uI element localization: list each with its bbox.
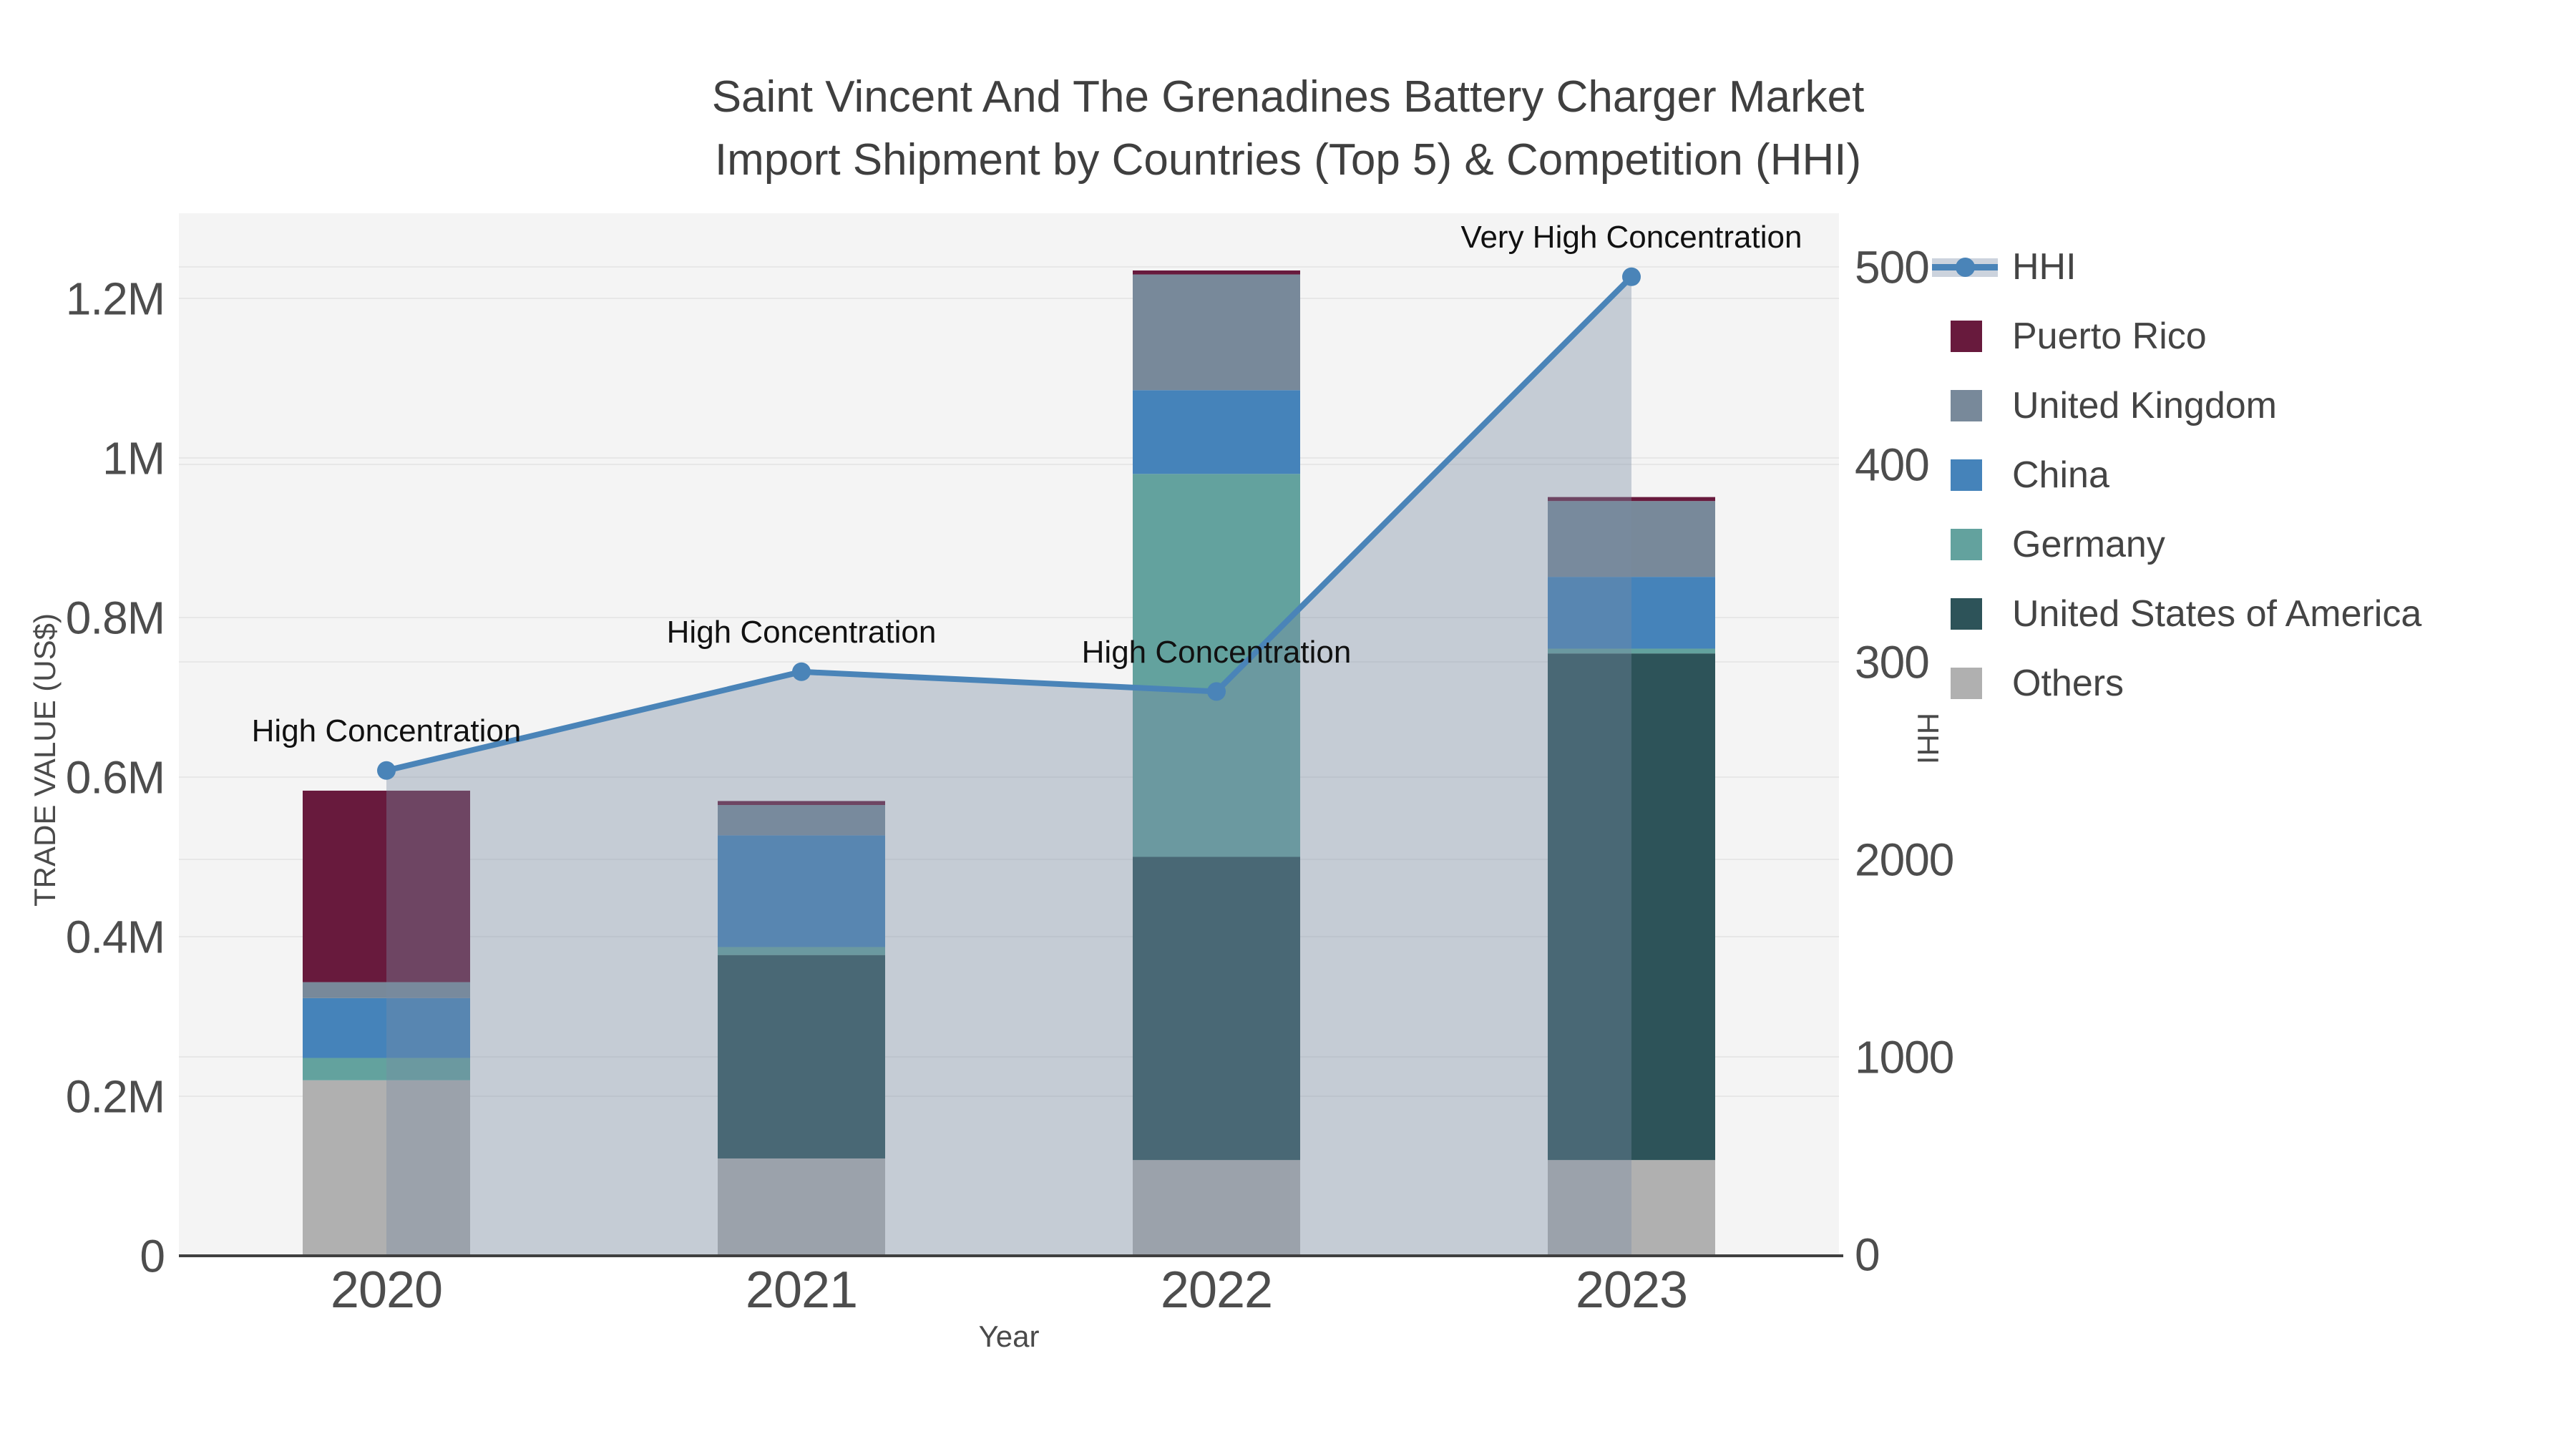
right-tick-300: 300 [1855,636,1929,688]
legend: HHI Puerto Rico United Kingdom China Germany… [1932,232,2421,718]
legend-color-swatch-icon [1932,597,2001,631]
x-tick-2020: 2020 [331,1262,442,1319]
bar-segment-united-states-of-america-2023[interactable] [1548,653,1715,1161]
legend-item-puerto-rico[interactable]: Puerto Rico [1932,301,2421,371]
bar-segment-germany-2022[interactable] [1133,474,1300,857]
legend-color-swatch-icon [1932,389,2001,423]
legend-item-china[interactable]: China [1932,440,2421,509]
legend-color-swatch-icon [1932,527,2001,562]
legend-item-germany[interactable]: Germany [1932,509,2421,579]
bar-segment-united-kingdom-2022[interactable] [1133,274,1300,391]
left-tick-0.8M: 0.8M [66,592,165,643]
left-tick-1.2M: 1.2M [66,273,165,324]
legend-label: HHI [2012,245,2077,288]
hhi-marker-2022[interactable] [1207,682,1226,701]
bar-segment-puerto-rico-2020[interactable] [303,790,470,982]
color-swatch-icon [1951,389,1982,421]
bar-segment-united-kingdom-2023[interactable] [1548,501,1715,577]
hhi-line [386,274,1634,774]
annotation-2020: High Concentration [252,713,522,748]
color-swatch-icon [1951,528,1982,560]
annotation-2023: Very High Concentration [1461,220,1802,255]
right-tick-2000: 2000 [1855,834,1953,885]
right-tick-400: 400 [1855,439,1929,490]
bar-segment-others-2020[interactable] [303,1080,470,1256]
hhi-marker-swatch-icon [1956,257,1975,277]
right-tick-1000: 1000 [1855,1031,1953,1083]
hhi-marker-2023[interactable] [1622,267,1641,286]
hhi-area-fill [386,276,1631,1256]
color-swatch-icon [1951,320,1982,352]
bar-segment-others-2023[interactable] [1548,1160,1715,1256]
legend-label: United States of America [2012,592,2422,635]
x-tick-2022: 2022 [1161,1262,1272,1319]
bar-segment-puerto-rico-2022[interactable] [1133,270,1300,275]
hhi-marker-2021[interactable] [792,662,811,681]
left-axis-title: TRADE VALUE (US$) [28,613,62,907]
legend-label: Others [2012,662,2124,704]
bar-segment-germany-2021[interactable] [718,947,885,955]
bar-segment-united-kingdom-2021[interactable] [718,805,885,836]
legend-color-swatch-icon [1932,458,2001,492]
color-swatch-icon [1951,459,1982,491]
bar-segment-germany-2023[interactable] [1548,648,1715,654]
bar-segment-united-states-of-america-2022[interactable] [1133,857,1300,1161]
x-tick-2023: 2023 [1576,1262,1687,1319]
chart-title-line1: Saint Vincent And The Grenadines Battery… [711,72,1865,122]
legend-hhi-line-swatch-icon [1932,250,2001,284]
bar-segment-puerto-rico-2021[interactable] [718,801,885,806]
bar-segment-united-states-of-america-2021[interactable] [718,955,885,1158]
left-tick-0.6M: 0.6M [66,751,165,803]
bar-segment-china-2022[interactable] [1133,390,1300,474]
chart-title: Saint Vincent And The Grenadines Battery… [429,66,2147,192]
bar-segment-china-2023[interactable] [1548,577,1715,649]
color-swatch-icon [1951,597,1982,630]
legend-label: China [2012,454,2109,496]
x-tick-2021: 2021 [746,1262,857,1319]
bar-segment-united-kingdom-2020[interactable] [303,982,470,998]
annotation-2021: High Concentration [667,615,937,650]
bar-segment-others-2021[interactable] [718,1158,885,1256]
legend-item-hhi[interactable]: HHI [1932,232,2421,301]
annotation-2022: High Concentration [1082,635,1352,670]
bar-segment-others-2022[interactable] [1133,1160,1300,1256]
color-swatch-icon [1951,667,1982,699]
bar-segment-puerto-rico-2023[interactable] [1548,497,1715,502]
legend-color-swatch-icon [1932,666,2001,701]
legend-label: Germany [2012,523,2165,565]
right-tick-500: 500 [1855,241,1929,293]
legend-label: United Kingdom [2012,384,2277,426]
legend-item-united-kingdom[interactable]: United Kingdom [1932,371,2421,440]
left-tick-0: 0 [140,1230,165,1282]
legend-color-swatch-icon [1932,319,2001,353]
left-tick-0.2M: 0.2M [66,1070,165,1122]
legend-item-united-states-of-america[interactable]: United States of America [1932,579,2421,648]
chart-title-line2: Import Shipment by Countries (Top 5) & C… [714,135,1862,185]
x-axis-title: Year [978,1319,1040,1353]
bar-segment-china-2021[interactable] [718,835,885,947]
left-tick-1M: 1M [102,432,165,484]
legend-item-others[interactable]: Others [1932,648,2421,718]
hhi-marker-2020[interactable] [377,761,396,780]
legend-label: Puerto Rico [2012,315,2207,357]
bar-segment-china-2020[interactable] [303,997,470,1058]
left-tick-0.4M: 0.4M [66,911,165,962]
bar-segment-germany-2020[interactable] [303,1058,470,1080]
right-tick-0: 0 [1855,1229,1880,1280]
